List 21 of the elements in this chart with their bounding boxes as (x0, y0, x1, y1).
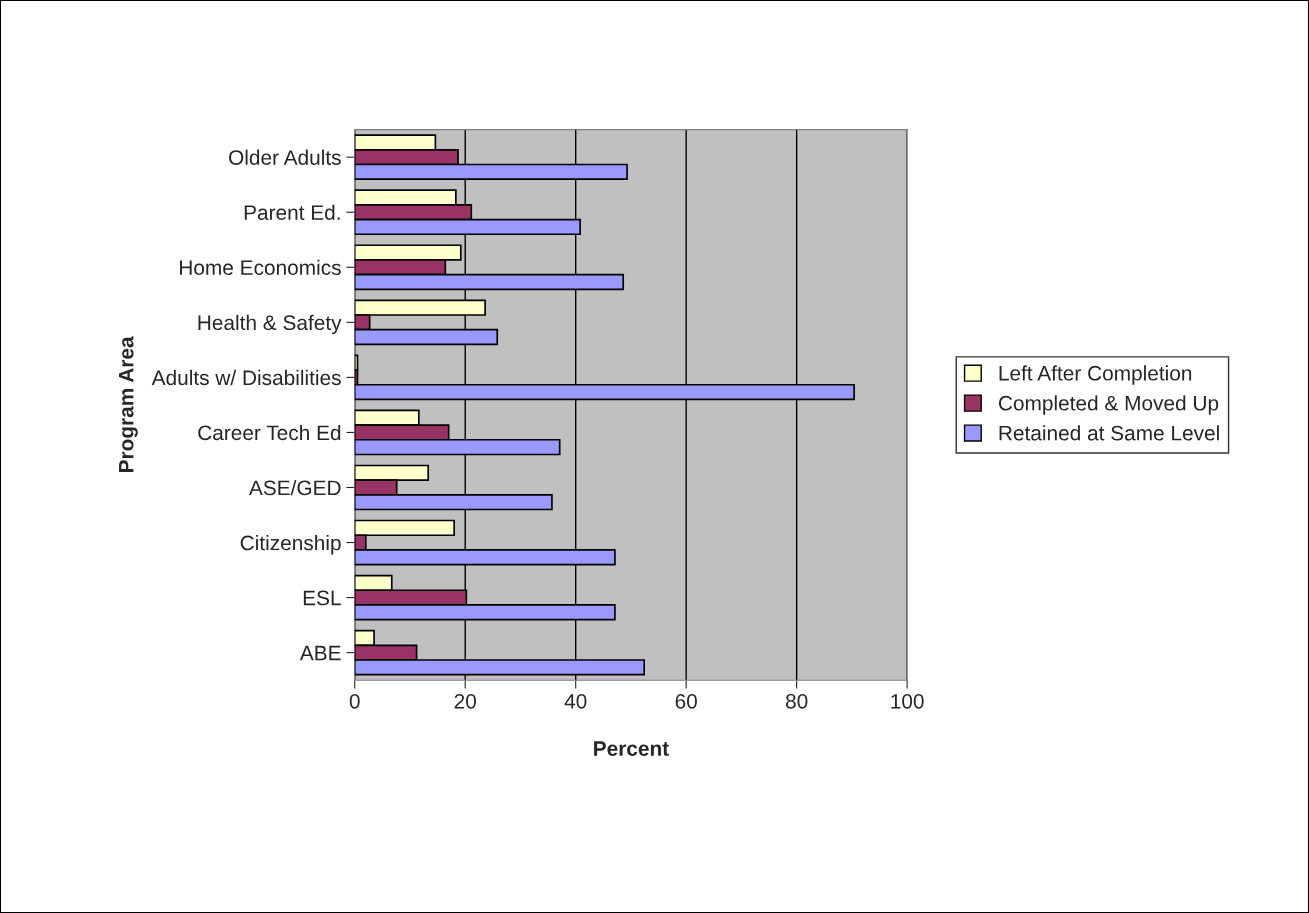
y-tick-label: Older Adults (229, 149, 341, 165)
y-tick-label: Career Tech Ed (198, 424, 341, 441)
x-tick-label: 40 (564, 693, 587, 709)
legend-label: Left After Completion (999, 365, 1192, 385)
y-tick-label: Health & Safety (198, 314, 342, 335)
x-tick-label: 0 (349, 693, 360, 709)
y-tick-label: ASE/GED (248, 479, 341, 496)
y-tick-label: ESL (303, 590, 341, 606)
x-tick-label: 20 (454, 693, 476, 709)
x-tick-label: 100 (891, 693, 924, 709)
legend-label: Retained at Same Level (999, 425, 1219, 441)
y-tick-label: Home Economics (180, 259, 341, 276)
x-tick-label: 80 (785, 693, 808, 709)
legend-label: Completed & Moved Up (998, 395, 1219, 415)
x-tick-label: 60 (675, 693, 697, 709)
x-axis-title: Percent (594, 741, 669, 756)
y-axis-title: Program Area (119, 336, 138, 473)
y-tick-label: ABE (299, 645, 341, 661)
y-tick-label: Adults w/ Disabilities (151, 369, 341, 386)
y-tick-label: Citizenship (240, 535, 341, 555)
y-tick-label: Parent Ed. (244, 204, 340, 220)
